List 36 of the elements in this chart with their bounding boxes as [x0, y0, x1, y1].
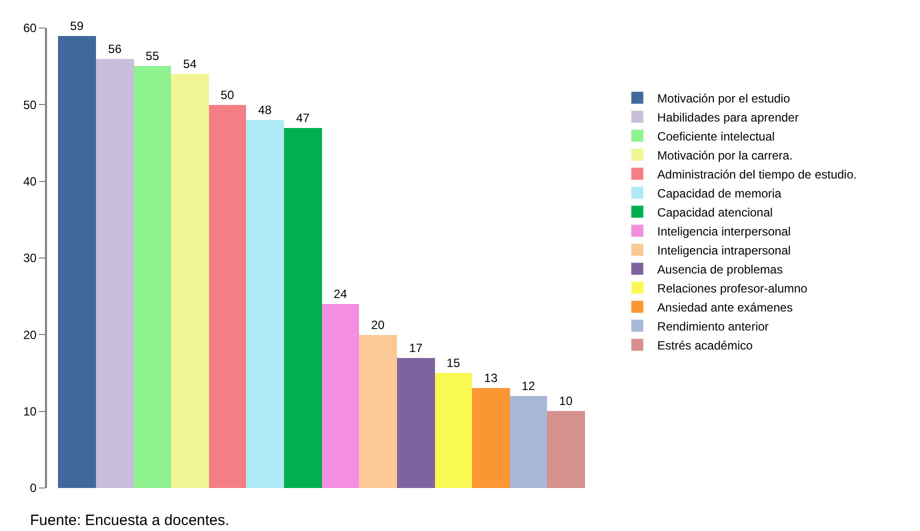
data-label: 55: [146, 49, 160, 63]
legend-label: Motivación por el estudio: [657, 91, 790, 106]
data-label: 56: [108, 42, 122, 56]
data-label: 54: [183, 57, 197, 71]
data-label: 13: [484, 371, 498, 385]
legend-label: Ansiedad ante exámenes: [657, 300, 793, 314]
legend-label: Coeficiente intelectual: [657, 129, 775, 144]
legend-label: Inteligencia interpersonal: [657, 224, 791, 238]
y-tick-label: 40: [23, 174, 37, 189]
data-label: 20: [371, 318, 385, 332]
legend-label: Estrés académico: [657, 338, 753, 352]
data-label: 15: [446, 356, 460, 370]
data-label: 17: [409, 341, 423, 355]
data-label: 59: [70, 19, 84, 33]
data-label: 12: [522, 379, 536, 393]
data-label: 48: [258, 103, 272, 117]
legend-label: Rendimiento anterior: [657, 319, 769, 334]
legend-label: Relaciones profesor-alumno: [657, 281, 808, 296]
legend-label: Administración del tiempo de estudio.: [657, 167, 857, 182]
y-tick-label: 20: [23, 328, 37, 342]
legend-label: Ausencia de problemas: [657, 262, 783, 276]
y-tick-label: 0: [30, 481, 37, 496]
data-label: 24: [334, 287, 348, 301]
y-tick-label: 50: [23, 98, 37, 112]
legend-label: Capacidad atencional: [657, 205, 773, 220]
legend-label: Habilidades para aprender: [657, 110, 799, 124]
data-label: 47: [296, 111, 310, 125]
data-label: 50: [220, 88, 234, 102]
data-label: 10: [559, 394, 573, 408]
source-note: Fuente: Encuesta a docentes.: [30, 512, 230, 529]
y-tick-label: 10: [23, 404, 37, 419]
legend-label: Motivación por la carrera.: [657, 148, 793, 162]
y-tick-label: 60: [23, 21, 37, 36]
legend-label: Inteligencia intrapersonal: [657, 243, 791, 258]
y-tick-label: 30: [23, 251, 37, 266]
legend-label: Capacidad de memoria: [657, 186, 782, 200]
